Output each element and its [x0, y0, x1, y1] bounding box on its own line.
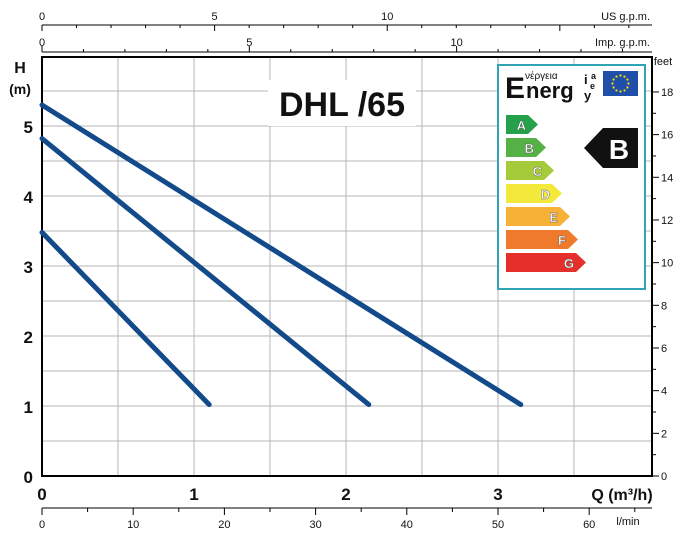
energy-rating-arrow: [584, 128, 638, 168]
energy-class-letter: A: [517, 118, 527, 133]
feet-tick-label: 16: [661, 130, 673, 142]
energy-class-letter: B: [525, 141, 534, 156]
eu-flag-icon: [603, 71, 638, 96]
curve-1: [39, 229, 212, 408]
imp-gpm-tick-label: 5: [246, 37, 252, 49]
y-axis-unit: (m): [9, 81, 31, 97]
eu-star: [627, 82, 630, 85]
imp-gpm-tick-label: 0: [39, 37, 45, 49]
imp-gpm-tick-label: 10: [450, 37, 462, 49]
feet-tick-label: 10: [661, 258, 673, 270]
energy-class-letter: C: [533, 164, 543, 179]
energy-class-letter: E: [549, 210, 558, 225]
lmin-unit-label: l/min: [616, 516, 639, 528]
feet-tick-label: 6: [661, 343, 667, 355]
energy-class-bar: [506, 161, 554, 180]
curve-2: [39, 136, 372, 408]
series-group: [39, 102, 524, 408]
feet-tick-label: 0: [661, 471, 667, 483]
axes: [41, 24, 659, 515]
energy-class-bar: [506, 138, 546, 157]
eu-star: [623, 75, 626, 78]
eu-star: [615, 75, 618, 78]
y-axis-label: H: [14, 60, 26, 77]
x-tick-label: 1: [189, 485, 198, 504]
eu-star: [612, 86, 615, 89]
feet-tick-label: 14: [661, 172, 673, 184]
eu-star: [619, 90, 622, 93]
lmin-tick-label: 0: [39, 519, 45, 531]
title-box: [268, 80, 416, 126]
lmin-tick-label: 20: [218, 519, 230, 531]
energy-class-bar: [506, 230, 578, 249]
energy-class-bar: [506, 115, 538, 134]
feet-unit-label: feet: [654, 56, 672, 68]
energy-class-letter: G: [564, 256, 574, 271]
eu-star: [623, 89, 626, 92]
eu-star: [615, 89, 618, 92]
x-tick-label: 0: [37, 485, 46, 504]
eu-star: [619, 74, 622, 77]
us-gpm-tick-label: 5: [212, 11, 218, 23]
energy-suffix-e: e: [590, 81, 595, 91]
energy-class-bar: [506, 207, 570, 226]
energy-class-bar: [506, 184, 562, 203]
y-tick-label: 0: [24, 468, 33, 487]
eu-star: [626, 86, 629, 89]
energy-greek-text: νέργεια: [525, 70, 558, 82]
us-gpm-unit-label: US g.p.m.: [601, 11, 650, 23]
energy-suffix-ia: i: [584, 72, 588, 87]
energy-class-letter: D: [541, 187, 550, 202]
eu-star: [626, 78, 629, 81]
imp-gpm-unit-label: Imp. g.p.m.: [595, 37, 650, 49]
chart-title: DHL /65: [279, 86, 405, 124]
feet-tick-label: 12: [661, 215, 673, 227]
energy-suffix-a: a: [591, 71, 597, 81]
y-tick-label: 4: [24, 188, 34, 207]
curve-3: [39, 102, 524, 408]
us-gpm-tick-label: 0: [39, 11, 45, 23]
y-tick-label: 1: [24, 398, 33, 417]
y-tick-label: 5: [24, 118, 33, 137]
plot-frame: [41, 56, 653, 477]
feet-tick-label: 18: [661, 87, 673, 99]
energy-rating-letter: B: [609, 134, 629, 165]
energy-wordmark-nerg: nerg: [526, 78, 574, 103]
x-axis-label: Q (m³/h): [591, 487, 652, 504]
energy-class-letter: F: [558, 233, 566, 248]
lmin-tick-label: 50: [492, 519, 504, 531]
grid: [42, 57, 652, 476]
feet-tick-label: 4: [661, 386, 667, 398]
feet-tick-label: 8: [661, 300, 667, 312]
lmin-tick-label: 60: [583, 519, 595, 531]
lmin-tick-label: 30: [309, 519, 321, 531]
lmin-tick-label: 10: [127, 519, 139, 531]
x-tick-label: 2: [341, 485, 350, 504]
eu-star: [612, 78, 615, 81]
energy-wordmark-e: E: [505, 72, 525, 105]
lmin-tick-label: 40: [401, 519, 413, 531]
energy-suffix-y: y: [584, 88, 592, 103]
energy-class-bar: [506, 253, 586, 272]
eu-star: [611, 82, 614, 85]
us-gpm-tick-label: 10: [381, 11, 393, 23]
y-tick-label: 3: [24, 258, 33, 277]
feet-tick-label: 2: [661, 428, 667, 440]
x-tick-label: 3: [493, 485, 502, 504]
y-tick-label: 2: [24, 328, 33, 347]
